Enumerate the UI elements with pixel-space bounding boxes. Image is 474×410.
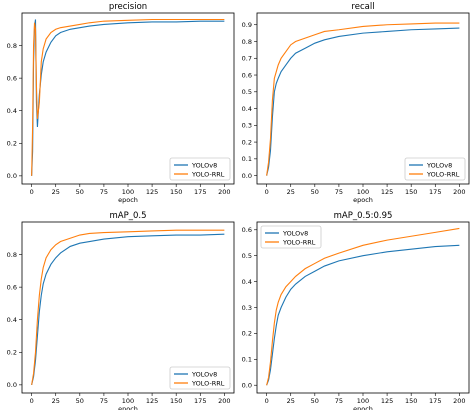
chart-panel-1: recall 0 25 50 75 100 125 150 175 200 0.0 0.1 0.2 0.3…	[242, 2, 470, 204]
y-tick-label: 0.0	[242, 382, 252, 390]
y-tick-label: 0.2	[7, 140, 17, 148]
x-tick-label: 50	[76, 397, 84, 405]
y-tick-label: 0.4	[242, 105, 252, 113]
chart-title: mAP_0.5	[110, 211, 147, 221]
x-tick-label: 175	[194, 397, 206, 405]
x-tick-label: 50	[311, 397, 319, 405]
x-axis-label: epoch	[353, 405, 373, 410]
series-line-yolov8	[31, 233, 225, 385]
x-tick-label: 0	[30, 397, 34, 405]
series-line-yolo-rrl	[266, 22, 460, 176]
y-tick-label: 0.9	[242, 21, 252, 29]
y-tick-label: 0.2	[242, 138, 252, 146]
legend-label: YOLO-RRL	[191, 170, 225, 178]
x-tick-label: 75	[335, 188, 343, 196]
y-tick-label: 0.8	[7, 251, 17, 259]
y-tick-label: 0.0	[242, 172, 252, 180]
y-tick-label: 0.8	[7, 42, 17, 50]
series-line-yolov8	[266, 244, 460, 386]
x-tick-label: 0	[265, 397, 269, 405]
legend-label: YOLOv8	[282, 229, 308, 237]
series-line-yolo-rrl	[31, 18, 225, 176]
legend-label: YOLO-RRL	[282, 238, 316, 246]
y-tick-label: 0.3	[242, 122, 252, 130]
chart-title: mAP_0.5:0.95	[334, 211, 393, 221]
x-axis-label: epoch	[118, 196, 138, 204]
x-tick-label: 125	[381, 188, 393, 196]
legend-label: YOLOv8	[191, 370, 217, 378]
y-tick-label: 0.0	[7, 172, 17, 180]
x-tick-label: 75	[100, 397, 108, 405]
y-tick-label: 0.6	[242, 71, 252, 79]
x-tick-label: 100	[122, 188, 134, 196]
x-tick-label: 50	[76, 188, 84, 196]
series-line-yolo-rrl	[31, 229, 225, 385]
y-tick-label: 0.4	[7, 107, 17, 115]
y-tick-label: 0.0	[7, 381, 17, 389]
x-tick-label: 75	[335, 397, 343, 405]
series-line-yolo-rrl	[266, 227, 460, 386]
legend-label: YOLO-RRL	[191, 379, 225, 387]
y-tick-label: 0.2	[242, 330, 252, 338]
x-tick-label: 125	[146, 188, 158, 196]
y-tick-label: 0.8	[242, 38, 252, 46]
x-axis-label: epoch	[353, 196, 373, 204]
y-tick-label: 0.4	[7, 316, 17, 324]
y-tick-label: 0.2	[7, 349, 17, 357]
x-tick-label: 200	[453, 397, 465, 405]
chart-panel-0: precision 0 25 50 75 100 125 150 175 200 0.0 0.2 0.4…	[7, 2, 235, 204]
y-tick-label: 0.6	[7, 74, 17, 82]
series-line-yolov8	[31, 19, 225, 176]
y-tick-label: 0.5	[242, 88, 252, 96]
y-tick-label: 0.3	[242, 304, 252, 312]
y-tick-label: 0.4	[242, 278, 252, 286]
x-tick-label: 150	[170, 188, 182, 196]
x-tick-label: 125	[146, 397, 158, 405]
chart-panel-2: mAP_0.5 0 25 50 75 100 125 150 175 200 0.0 0.2 0.4 0.…	[7, 211, 235, 410]
x-tick-label: 150	[170, 397, 182, 405]
y-tick-label: 0.1	[242, 155, 252, 163]
x-tick-label: 175	[429, 188, 441, 196]
x-tick-label: 50	[311, 188, 319, 196]
chart-title: precision	[109, 2, 147, 12]
x-tick-label: 150	[405, 188, 417, 196]
y-tick-label: 0.6	[242, 226, 252, 234]
chart-panel-3: mAP_0.5:0.95 0 25 50 75 100 125 150 175 200 0.0 0.1…	[242, 211, 470, 410]
x-tick-label: 175	[429, 397, 441, 405]
x-tick-label: 25	[52, 188, 60, 196]
x-tick-label: 150	[405, 397, 417, 405]
x-tick-label: 125	[381, 397, 393, 405]
series-line-yolov8	[266, 27, 460, 176]
x-tick-label: 175	[194, 188, 206, 196]
x-axis-label: epoch	[118, 405, 138, 410]
x-tick-label: 0	[30, 188, 34, 196]
x-tick-label: 100	[122, 397, 134, 405]
y-tick-label: 0.6	[7, 283, 17, 291]
x-tick-label: 25	[52, 397, 60, 405]
x-tick-label: 100	[357, 397, 369, 405]
y-tick-label: 0.5	[242, 252, 252, 260]
x-tick-label: 0	[265, 188, 269, 196]
x-tick-label: 200	[453, 188, 465, 196]
x-tick-label: 200	[218, 397, 230, 405]
legend-label: YOLO-RRL	[426, 170, 460, 178]
legend-label: YOLOv8	[426, 161, 452, 169]
x-tick-label: 25	[287, 397, 295, 405]
x-tick-label: 200	[218, 188, 230, 196]
x-tick-label: 75	[100, 188, 108, 196]
x-tick-label: 100	[357, 188, 369, 196]
x-tick-label: 25	[287, 188, 295, 196]
y-tick-label: 0.1	[242, 356, 252, 364]
chart-title: recall	[351, 2, 374, 12]
legend-label: YOLOv8	[191, 161, 217, 169]
y-tick-label: 0.7	[242, 55, 252, 63]
